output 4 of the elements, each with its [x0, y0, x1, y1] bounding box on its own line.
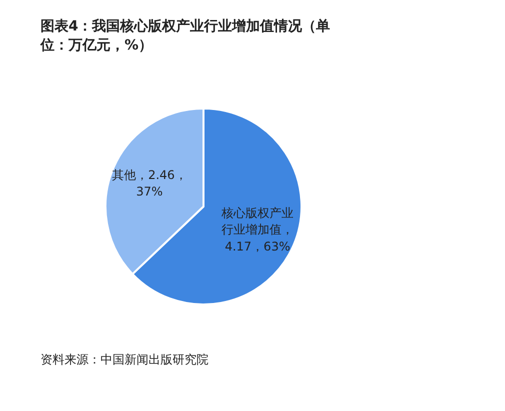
text: 资料来源：中国新闻出版研究院: [40, 352, 208, 366]
chart-title: 图表4：我国核心版权产业行业增加值情况（单位：万亿元，%）: [40, 18, 330, 54]
slice-label: 核心版权产业行业增加值，4.17，63%: [220, 206, 294, 254]
slice-label: 其他，2.46，37%: [112, 168, 187, 199]
